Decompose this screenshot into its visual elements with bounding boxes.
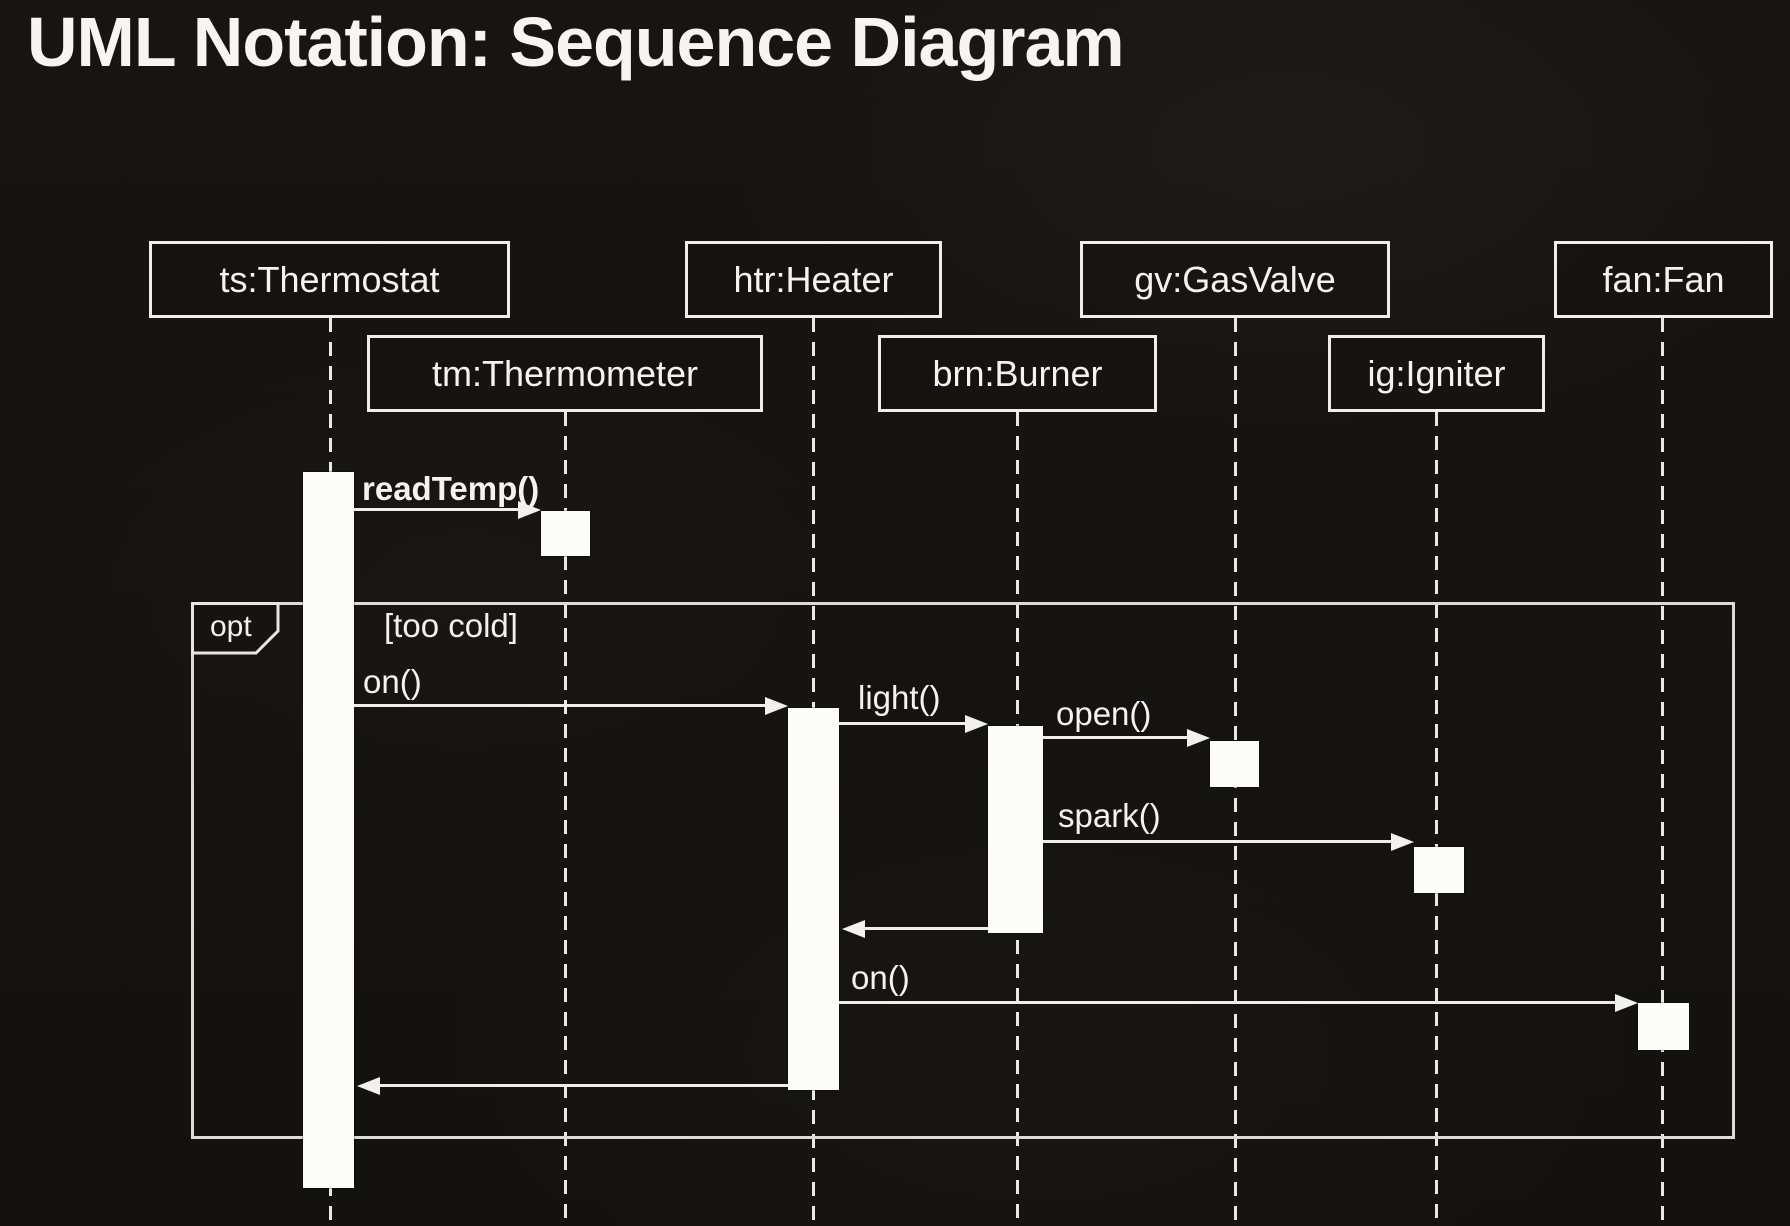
- message-light-arrowhead: [965, 715, 988, 733]
- lifeline-head-htr: htr:Heater: [685, 241, 942, 318]
- message-open-line: [1043, 736, 1189, 739]
- message-return-burner-heater-arrowhead: [842, 920, 865, 938]
- fragment-operator-label: opt: [210, 610, 252, 643]
- opt-fragment-frame: [191, 602, 1735, 1139]
- message-light-line: [839, 722, 967, 725]
- lifeline-label-tm: tm:Thermometer: [431, 352, 699, 394]
- lifeline-head-ig: ig:Igniter: [1328, 335, 1545, 412]
- activation-gv: [1210, 741, 1259, 787]
- lifeline-label-brn: brn:Burner: [932, 352, 1103, 394]
- lifeline-head-fan: fan:Fan: [1554, 241, 1773, 318]
- message-readtemp-arrowhead: [518, 501, 541, 519]
- message-on-heater-line: [354, 704, 767, 707]
- lifeline-label-gv: gv:GasValve: [1134, 258, 1336, 300]
- lifeline-label-ts: ts:Thermostat: [219, 258, 440, 300]
- message-on-fan-label: on(): [851, 959, 910, 996]
- lifeline-label-fan: fan:Fan: [1602, 258, 1725, 300]
- activation-ts: [303, 472, 354, 1188]
- message-readtemp-label: readTemp(): [362, 470, 540, 507]
- lifeline-label-ig: ig:Igniter: [1367, 352, 1506, 394]
- message-on-fan-line: [839, 1001, 1617, 1004]
- lifeline-fan: [1661, 318, 1664, 1226]
- lifeline-ig: [1435, 412, 1438, 1226]
- activation-tm: [541, 511, 590, 556]
- activation-fan: [1638, 1003, 1689, 1050]
- message-on-heater-label: on(): [363, 663, 422, 700]
- message-light-label: light(): [858, 679, 941, 716]
- activation-ig: [1414, 847, 1464, 893]
- message-open-label: open(): [1056, 695, 1152, 732]
- lifeline-head-brn: brn:Burner: [878, 335, 1157, 412]
- lifeline-head-gv: gv:GasValve: [1080, 241, 1390, 318]
- message-return-burner-heater-line: [863, 927, 988, 930]
- activation-brn: [988, 726, 1043, 933]
- message-open-arrowhead: [1187, 729, 1210, 747]
- message-readtemp-line: [354, 508, 520, 511]
- activation-htr: [788, 708, 839, 1090]
- message-return-heater-thermostat-arrowhead: [357, 1077, 380, 1095]
- fragment-guard-label: [too cold]: [384, 607, 518, 644]
- lifeline-tm: [564, 412, 567, 1226]
- message-on-fan-arrowhead: [1615, 994, 1638, 1012]
- fragment-operator-pentagon: [191, 602, 280, 655]
- page-title: UML Notation: Sequence Diagram: [27, 3, 1125, 81]
- lifeline-head-tm: tm:Thermometer: [367, 335, 763, 412]
- message-on-heater-arrowhead: [765, 697, 788, 715]
- lifeline-head-ts: ts:Thermostat: [149, 241, 510, 318]
- message-return-heater-thermostat-line: [378, 1084, 788, 1087]
- message-spark-line: [1043, 840, 1393, 843]
- message-spark-label: spark(): [1058, 797, 1161, 834]
- message-spark-arrowhead: [1391, 833, 1414, 851]
- lifeline-label-htr: htr:Heater: [733, 258, 894, 300]
